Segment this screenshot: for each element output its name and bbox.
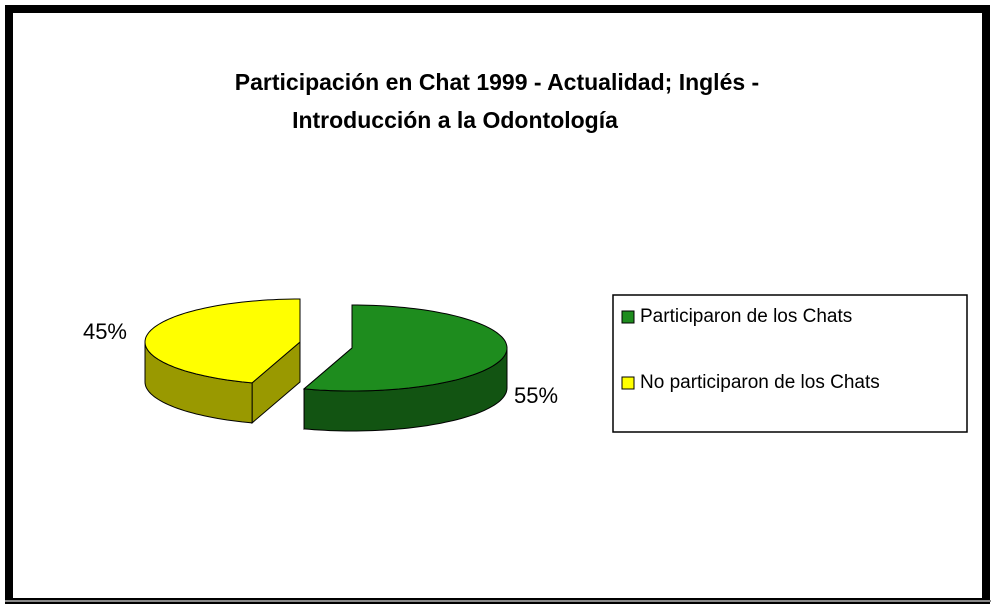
slice [302, 304, 508, 392]
legend-swatch [621, 376, 635, 390]
data-label: 55% [514, 383, 558, 408]
legend-label: Participaron de los Chats [640, 306, 852, 327]
data-label: 45% [83, 319, 127, 344]
legend-swatch [621, 310, 635, 324]
chart-title: Participación en Chat 1999 - Actualidad;… [235, 69, 759, 95]
legend-label: No participaron de los Chats [640, 372, 880, 393]
slice [144, 298, 301, 384]
chart-title: Introducción a la Odontología [292, 107, 618, 133]
legend-box [612, 294, 968, 433]
